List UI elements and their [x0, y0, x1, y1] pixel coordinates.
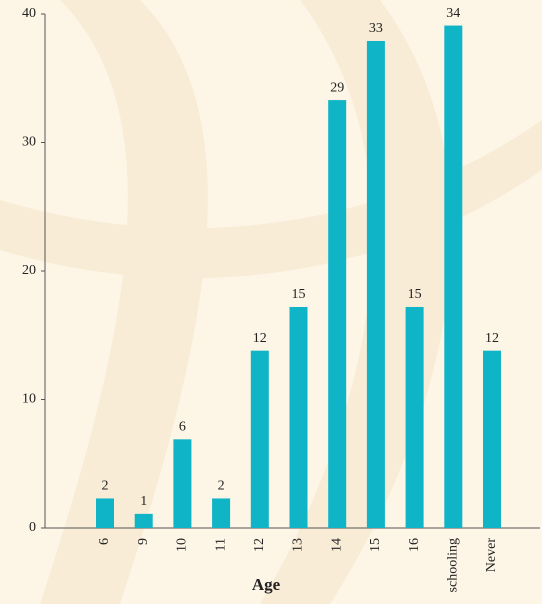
x-tick-label: schooling — [446, 538, 461, 592]
bar — [212, 498, 230, 528]
data-label: 12 — [253, 331, 267, 346]
x-tick-label: 13 — [291, 538, 306, 552]
bar — [406, 307, 424, 528]
x-tick-label: 9 — [136, 538, 151, 545]
y-tick-label: 0 — [29, 520, 36, 535]
y-tick-label: 10 — [22, 392, 36, 407]
data-label: 12 — [485, 331, 499, 346]
bar — [328, 100, 346, 528]
data-label: 34 — [446, 6, 460, 21]
data-label: 29 — [330, 80, 344, 95]
y-tick-label: 40 — [22, 6, 36, 21]
data-label: 15 — [408, 287, 422, 302]
bar — [483, 351, 501, 528]
x-tick-label: 14 — [329, 538, 344, 552]
chart: Age 010203040629110611212121315142915331… — [0, 0, 542, 604]
bar — [444, 26, 462, 528]
x-tick-label: 16 — [407, 538, 422, 552]
bar — [290, 307, 308, 528]
bar — [367, 41, 385, 528]
data-label: 6 — [179, 420, 186, 435]
x-tick-label: 10 — [175, 538, 190, 552]
data-label: 1 — [140, 494, 147, 509]
x-tick-label: 6 — [97, 538, 112, 545]
data-label: 2 — [102, 479, 109, 494]
bar — [173, 439, 191, 528]
bar — [251, 351, 269, 528]
y-tick-label: 30 — [22, 135, 36, 150]
bar — [135, 514, 153, 528]
y-tick-label: 20 — [22, 263, 36, 278]
x-tick-label: 12 — [252, 538, 267, 552]
x-tick-label: 15 — [368, 538, 383, 552]
data-label: 2 — [218, 479, 225, 494]
x-tick-label: Never — [484, 538, 499, 573]
x-axis-label: Age — [252, 575, 281, 594]
data-label: 15 — [292, 287, 306, 302]
data-label: 33 — [369, 21, 383, 36]
bar — [96, 498, 114, 528]
x-tick-label: 11 — [213, 538, 228, 551]
